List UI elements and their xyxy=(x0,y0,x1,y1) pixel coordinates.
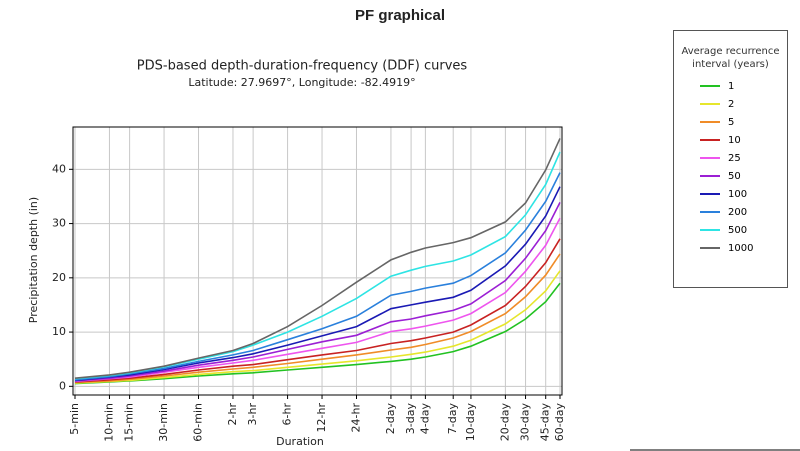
x-tick-label: 30-day xyxy=(519,403,532,442)
x-tick-label: 20-day xyxy=(498,403,511,442)
legend-label: 1 xyxy=(728,80,735,92)
legend-swatch xyxy=(700,139,720,141)
legend-entry: 50 xyxy=(674,167,787,185)
legend-label: 2 xyxy=(728,98,735,110)
series-line xyxy=(74,172,561,381)
x-tick-label: 30-min xyxy=(157,403,170,442)
legend-swatch xyxy=(700,157,720,159)
series-line xyxy=(74,270,561,384)
legend-swatch xyxy=(700,121,720,123)
legend-entry: 1 xyxy=(674,77,787,95)
x-tick-label: 2-day xyxy=(384,403,397,435)
series-line xyxy=(74,186,561,382)
x-tick-label: 60-min xyxy=(192,403,205,442)
legend-swatch xyxy=(700,193,720,195)
x-tick-label: 24-hr xyxy=(349,403,362,433)
legend-entry: 200 xyxy=(674,203,787,221)
legend-entry: 5 xyxy=(674,113,787,131)
legend-entry: 25 xyxy=(674,149,787,167)
y-tick-label: 0 xyxy=(59,379,66,392)
legend-swatch xyxy=(700,229,720,231)
series-line xyxy=(74,238,561,383)
y-tick-label: 20 xyxy=(52,271,66,284)
x-tick-label: 3-hr xyxy=(246,403,259,426)
x-tick-label: 3-day xyxy=(404,403,417,435)
y-tick-label: 10 xyxy=(52,325,66,338)
legend-entry: 500 xyxy=(674,221,787,239)
legend-title: Average recurrence interval (years) xyxy=(681,46,780,70)
legend-swatch xyxy=(700,211,720,213)
series-line xyxy=(74,282,561,385)
legend-label: 500 xyxy=(728,224,748,236)
legend-entry: 10 xyxy=(674,131,787,149)
x-axis-label: Duration xyxy=(276,435,324,448)
legend-label: 50 xyxy=(728,170,741,182)
x-tick-label: 6-hr xyxy=(281,403,294,426)
legend-label: 100 xyxy=(728,188,748,200)
x-tick-label: 45-day xyxy=(539,403,552,442)
series-line xyxy=(74,253,561,384)
legend-entry: 100 xyxy=(674,185,787,203)
series-line xyxy=(74,138,561,379)
legend-label: 25 xyxy=(728,152,741,164)
legend-label: 1000 xyxy=(728,242,754,254)
legend-entry: 2 xyxy=(674,95,787,113)
page-title: PF graphical xyxy=(355,7,445,24)
legend-swatch xyxy=(700,85,720,87)
chart-subtitle: Latitude: 27.9697°, Longitude: -82.4919° xyxy=(188,76,415,89)
legend-label: 10 xyxy=(728,134,741,146)
x-tick-label: 4-day xyxy=(418,403,431,435)
y-axis-label: Precipitation depth (in) xyxy=(27,197,40,323)
legend-swatch xyxy=(700,247,720,249)
x-tick-label: 10-min xyxy=(102,403,115,442)
x-tick-label: 5-min xyxy=(68,403,81,435)
legend-label: 5 xyxy=(728,116,735,128)
legend-entry: 1000 xyxy=(674,239,787,257)
plot-frame xyxy=(72,126,563,396)
x-tick-label: 2-hr xyxy=(226,403,239,426)
x-tick-label: 10-day xyxy=(464,403,477,442)
y-tick-label: 40 xyxy=(52,162,66,175)
y-tick-label: 30 xyxy=(52,217,66,230)
legend-swatch xyxy=(700,175,720,177)
legend-label: 200 xyxy=(728,206,748,218)
x-tick-label: 12-hr xyxy=(315,403,328,433)
series-line xyxy=(74,217,561,383)
series-line xyxy=(74,202,561,382)
x-tick-label: 7-day xyxy=(446,403,459,435)
chart-title: PDS-based depth-duration-frequency (DDF)… xyxy=(137,59,468,74)
x-tick-label: 60-day xyxy=(553,403,566,442)
x-tick-label: 15-min xyxy=(123,403,136,442)
legend-swatch xyxy=(700,103,720,105)
